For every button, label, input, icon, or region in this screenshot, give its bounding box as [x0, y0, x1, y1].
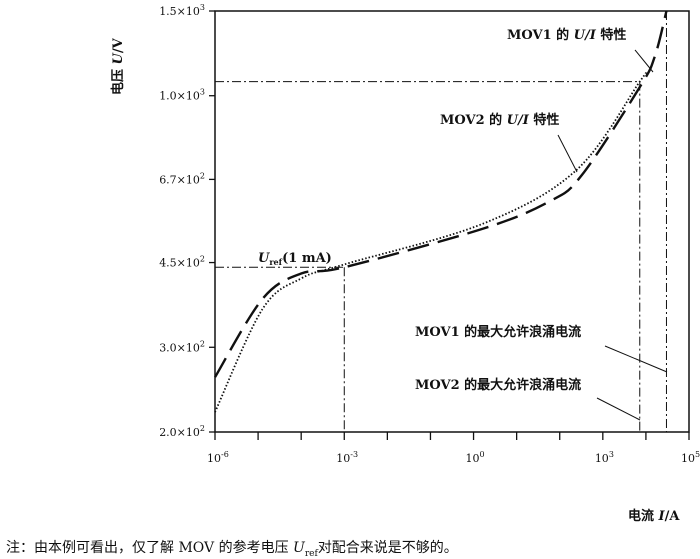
y-tick-label: 2.0×102	[159, 424, 205, 439]
x-tick-label: 10-6	[207, 450, 229, 465]
x-axis-label: 电流 I/A	[628, 508, 680, 524]
annotation-uref: Uref(1 mA)	[258, 251, 332, 267]
pointer-mov2-ui	[557, 134, 578, 173]
caption: 注：由本例可看出，仅了解 MOV 的参考电压 Uref对配合来说是不够的。	[6, 540, 458, 559]
pointer-mov1-ui	[634, 49, 654, 73]
annotation-mov2-max: MOV2 的最大允许浪涌电流	[415, 377, 581, 393]
x-tick-label: 100	[466, 450, 485, 465]
series-mov2-curve	[214, 72, 647, 413]
plot-frame	[214, 10, 690, 433]
annotation-mov1-max: MOV1 的最大允许浪涌电流	[415, 324, 581, 340]
pointer-mov2-max	[596, 397, 641, 421]
y-tick-label: 6.7×102	[159, 171, 205, 186]
x-tick-label: 10-3	[336, 450, 358, 465]
pointer-mov1-max	[604, 345, 668, 373]
y-tick-label: 4.5×102	[159, 255, 205, 270]
series-mov1-curve	[213, 10, 668, 378]
annotation-mov1-ui: MOV1 的 U/I 特性	[507, 27, 626, 43]
y-axis-label: 电压 U/V	[110, 37, 126, 95]
annotation-mov2-ui: MOV2 的 U/I 特性	[440, 112, 559, 128]
y-tick-label: 3.0×102	[159, 339, 205, 354]
annotations: MOV1 的 U/I 特性 MOV2 的 U/I 特性 Uref(1 mA) M…	[258, 27, 668, 421]
y-tick-label: 1.5×103	[159, 3, 205, 18]
x-tick-label: 105	[681, 450, 700, 465]
y-tick-label: 1.0×103	[159, 88, 205, 103]
x-tick-label: 103	[595, 450, 614, 465]
